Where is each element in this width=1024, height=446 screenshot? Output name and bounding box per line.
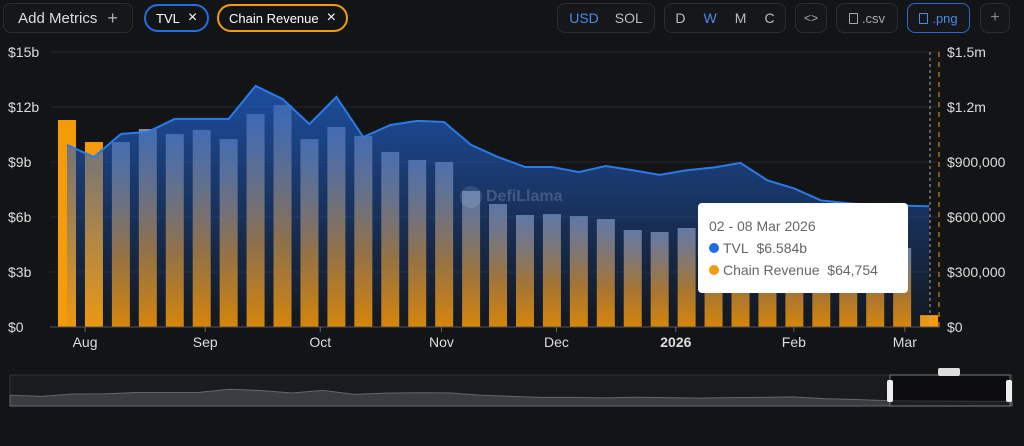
tvl-dot-icon <box>709 243 719 253</box>
csv-label: .csv <box>861 10 886 26</box>
left-axis-tick: $15b <box>8 44 39 60</box>
x-tick-label: Nov <box>429 334 454 350</box>
right-axis-tick: $1.5m <box>947 44 986 60</box>
left-axis-tick: $6b <box>8 209 32 225</box>
watermark: DefiLlama <box>460 186 562 208</box>
revenue-bar <box>677 228 696 327</box>
file-icon <box>919 12 929 24</box>
navigator-drag-handle <box>938 368 960 376</box>
add-metrics-button[interactable]: Add Metrics + <box>3 3 133 33</box>
x-tick-label: Mar <box>893 334 917 350</box>
plus-icon: + <box>107 7 118 28</box>
revenue-bar <box>596 219 615 327</box>
left-axis-tick: $0 <box>8 319 24 335</box>
embed-icon: <> <box>803 11 818 25</box>
x-tick-label: Dec <box>544 334 569 350</box>
revenue-bar <box>192 129 211 327</box>
file-icon <box>848 12 858 24</box>
navigator-series <box>9 388 1013 407</box>
llama-logo-icon <box>460 186 482 208</box>
revenue-bar <box>354 135 373 327</box>
revenue-bar <box>273 104 292 327</box>
tooltip-revenue-label: Chain Revenue <box>723 262 820 278</box>
revenue-bar <box>111 142 130 327</box>
revenue-dot-icon <box>709 265 719 275</box>
x-tick-label: Sep <box>193 334 218 350</box>
revenue-bar <box>246 113 265 327</box>
close-icon[interactable]: × <box>187 9 198 26</box>
period-d[interactable]: D <box>675 10 686 26</box>
period-toggle: D W M C <box>664 3 786 33</box>
currency-sol[interactable]: SOL <box>614 10 643 26</box>
currency-usd[interactable]: USD <box>569 10 599 26</box>
navigator <box>9 374 1013 407</box>
period-m[interactable]: M <box>734 10 747 26</box>
close-icon[interactable]: × <box>326 9 336 26</box>
right-axis-tick: $300,000 <box>947 264 1006 280</box>
revenue-bar <box>408 159 427 327</box>
navigator-handle-left <box>887 380 893 402</box>
tooltip-revenue-value: $64,754 <box>827 262 878 278</box>
metric-pill-chain-revenue[interactable]: Chain Revenue × <box>217 4 348 32</box>
revenue-bar <box>542 214 561 327</box>
revenue-bar <box>138 129 157 327</box>
period-c[interactable]: C <box>764 10 775 26</box>
watermark-text: DefiLlama <box>486 188 563 206</box>
revenue-bar <box>489 203 508 327</box>
navigator-selection <box>889 374 1011 407</box>
more-button[interactable]: + <box>980 3 1010 33</box>
revenue-bar <box>381 151 400 327</box>
png-button[interactable]: .png <box>907 3 970 33</box>
left-axis-tick: $3b <box>8 264 32 280</box>
x-tick-label: Oct <box>309 334 331 350</box>
revenue-bar <box>515 214 534 327</box>
x-tick-label: Aug <box>73 334 98 350</box>
revenue-bar <box>569 216 588 327</box>
revenue-bar <box>435 162 454 327</box>
revenue-bar <box>650 232 669 327</box>
revenue-bar <box>327 126 346 327</box>
revenue-bar <box>920 315 939 327</box>
navigator-handle-right <box>1006 380 1012 402</box>
tooltip-date: 02 - 08 Mar 2026 <box>709 218 816 234</box>
period-w[interactable]: W <box>703 10 717 26</box>
x-tick-label: 2026 <box>660 334 691 350</box>
right-axis-tick: $1.2m <box>947 99 986 115</box>
x-tick-label: Feb <box>782 334 806 350</box>
revenue-bar <box>84 142 103 327</box>
right-axis-tick: $900,000 <box>947 154 1006 170</box>
right-axis-tick: $0 <box>947 319 963 335</box>
embed-button[interactable]: <> <box>795 3 827 33</box>
revenue-bar <box>300 139 319 327</box>
plus-icon: + <box>990 9 1000 26</box>
tooltip-tvl-value: $6.584b <box>756 240 808 256</box>
left-axis-tick: $9b <box>8 154 32 170</box>
revenue-bar <box>623 230 642 327</box>
metric-label: TVL <box>156 10 180 26</box>
metric-pill-tvl[interactable]: TVL × <box>144 4 210 32</box>
tooltip-tvl-label: TVL <box>723 240 749 256</box>
right-axis-tick: $600,000 <box>947 209 1006 225</box>
revenue-bar <box>462 190 481 327</box>
csv-button[interactable]: .csv <box>836 3 898 33</box>
revenue-bar <box>219 139 238 327</box>
png-label: .png <box>932 10 958 26</box>
currency-toggle: USD SOL <box>557 3 655 33</box>
add-metrics-label: Add Metrics <box>18 9 98 27</box>
revenue-bar <box>165 133 184 327</box>
revenue-bar <box>58 120 76 328</box>
metric-label: Chain Revenue <box>229 10 319 26</box>
left-axis-tick: $12b <box>8 99 39 115</box>
tooltip: 02 - 08 Mar 2026 TVL $6.584b Chain Reven… <box>698 203 908 293</box>
